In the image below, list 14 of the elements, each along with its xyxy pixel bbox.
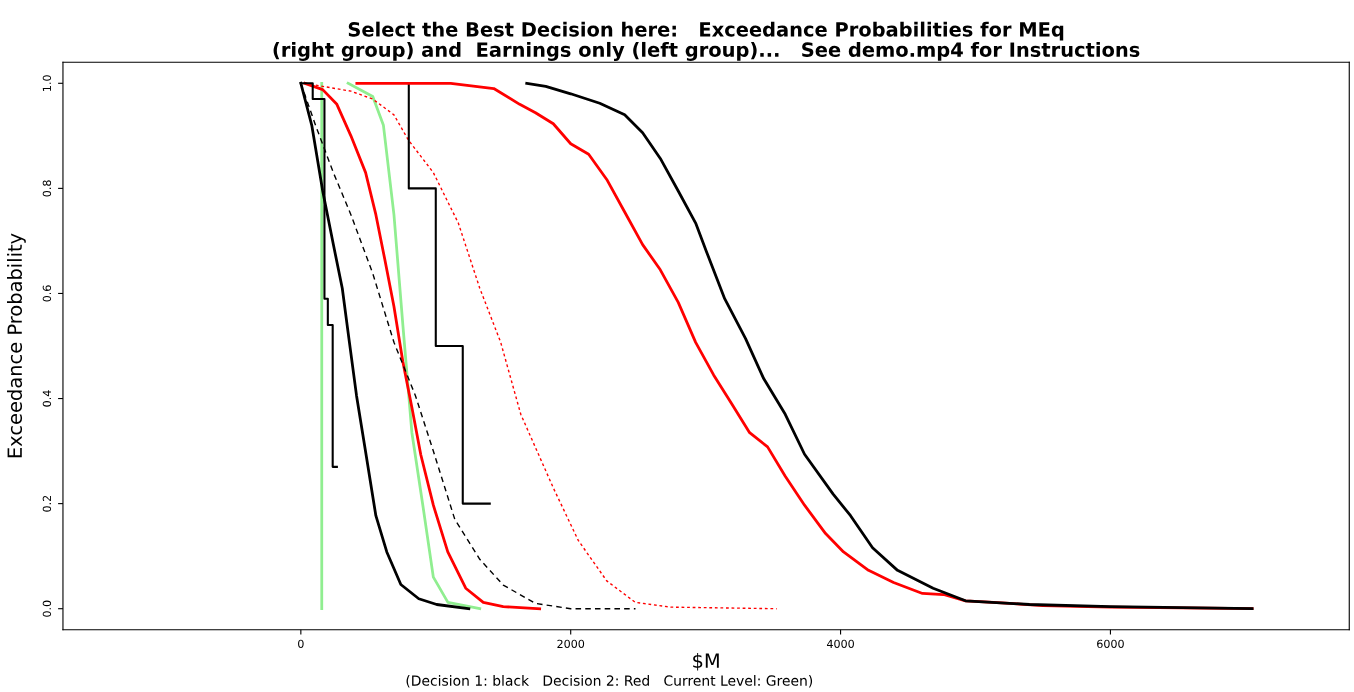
x-tick-label: 0 (298, 639, 304, 649)
text: (Decision 1: black Decision 2: Red Current Level: Green) (406, 675, 813, 688)
x-tick-label: 4000 (826, 639, 854, 649)
x-tick-label: 6000 (1097, 639, 1124, 649)
y-tick-label: 0.8 (42, 180, 52, 197)
y-tick-label: 0.4 (42, 390, 52, 407)
y-axis-title: Exceedance Probability (7, 233, 26, 458)
x-tick-label: 2000 (557, 639, 585, 649)
y-tick-label: 0.6 (42, 285, 52, 302)
x-axis-title: $M (693, 652, 719, 671)
y-tick-label: 0.2 (42, 495, 52, 512)
y-tick-label: 1.0 (42, 75, 52, 91)
chart-title: Select the Best Decision here: Exceedance Probabilities for MEq (right group) and Earnings only (left group)... See demo.mp4 for Instructions (273, 21, 1140, 61)
y-tick-label: 0.0 (42, 600, 52, 617)
